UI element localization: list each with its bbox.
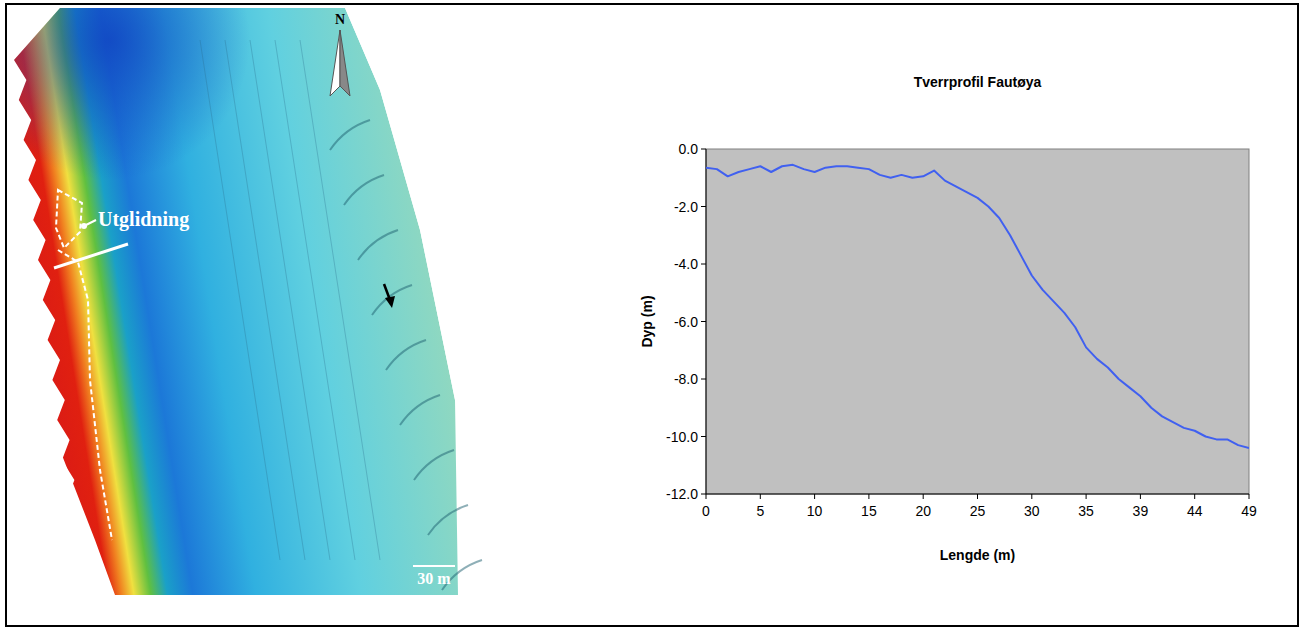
plot-area xyxy=(706,149,1249,494)
x-tick-label: 0 xyxy=(702,503,710,519)
x-tick xyxy=(1249,494,1250,499)
x-tick-label: 15 xyxy=(861,503,877,519)
leader-line xyxy=(86,220,96,225)
scale-bar xyxy=(413,565,455,567)
y-tick xyxy=(701,436,706,437)
x-tick xyxy=(760,494,761,499)
x-tick xyxy=(977,494,978,499)
x-tick xyxy=(1194,494,1195,499)
x-tick-label: 5 xyxy=(756,503,764,519)
y-tick-label: 0.0 xyxy=(679,141,699,157)
north-arrow xyxy=(330,30,340,96)
y-tick-label: -2.0 xyxy=(674,199,698,215)
y-tick-label: -4.0 xyxy=(674,256,698,272)
x-tick xyxy=(923,494,924,499)
y-tick-label: -12.0 xyxy=(666,486,698,502)
y-tick-label: -8.0 xyxy=(674,371,698,387)
map-streak xyxy=(225,40,305,560)
y-tick xyxy=(701,321,706,322)
map-ridge xyxy=(428,505,468,535)
x-tick-label: 49 xyxy=(1241,503,1257,519)
x-tick-label: 20 xyxy=(915,503,931,519)
x-tick-label: 25 xyxy=(970,503,986,519)
chart: Tverrprofil Fautøya 0.0 -2.0 -4.0 -6.0 -8.0 -1… xyxy=(639,74,1257,563)
x-tick-label: 35 xyxy=(1078,503,1094,519)
north-arrow xyxy=(340,30,350,96)
profile-line xyxy=(706,165,1249,448)
map-ridge xyxy=(344,175,384,205)
y-tick xyxy=(701,379,706,380)
x-tick xyxy=(868,494,869,499)
x-axis-title: Lengde (m) xyxy=(940,547,1015,563)
x-tick-label: 39 xyxy=(1133,503,1149,519)
map-background xyxy=(345,8,460,400)
x-tick xyxy=(1140,494,1141,499)
x-tick-label: 44 xyxy=(1187,503,1203,519)
y-tick xyxy=(701,264,706,265)
shore-outline xyxy=(58,250,112,540)
x-tick xyxy=(1086,494,1087,499)
map-land-gap xyxy=(6,60,89,600)
annotation: Utglidning xyxy=(98,208,189,231)
profile-line xyxy=(54,244,128,268)
y-tick xyxy=(701,494,706,495)
map-ridge xyxy=(386,340,426,370)
map-ridge xyxy=(414,450,454,480)
y-axis-title: Dyp (m) xyxy=(639,295,655,347)
map-ridge xyxy=(330,120,370,150)
series-group xyxy=(706,165,1249,448)
frame xyxy=(6,4,1298,626)
x-tick xyxy=(814,494,815,499)
scale-label: 30 m xyxy=(417,570,451,587)
x-tick-label: 10 xyxy=(807,503,823,519)
map-ridge xyxy=(358,230,398,260)
map-streak xyxy=(300,40,380,560)
map-streak xyxy=(250,40,330,560)
map-streak xyxy=(200,40,280,560)
y-tick xyxy=(701,206,706,207)
map-ridge xyxy=(400,395,440,425)
slide-outline xyxy=(56,190,82,248)
flow-arrow-head xyxy=(385,296,395,308)
x-tick xyxy=(1031,494,1032,499)
map-streak xyxy=(275,40,355,560)
x-tick xyxy=(706,494,707,499)
y-tick-label: -10.0 xyxy=(666,429,698,445)
x-tick-label: 30 xyxy=(1024,503,1040,519)
map: N Utglidning 30 m xyxy=(6,8,482,600)
chart-title: Tverrprofil Fautøya xyxy=(914,74,1042,90)
map-ridge xyxy=(372,285,412,315)
figure: N Utglidning 30 m Tverrprofil Fautøya 0.0 -2.… xyxy=(0,0,1304,631)
y-tick-label: -6.0 xyxy=(674,314,698,330)
y-tick xyxy=(701,149,706,150)
north-label: N xyxy=(335,12,345,27)
